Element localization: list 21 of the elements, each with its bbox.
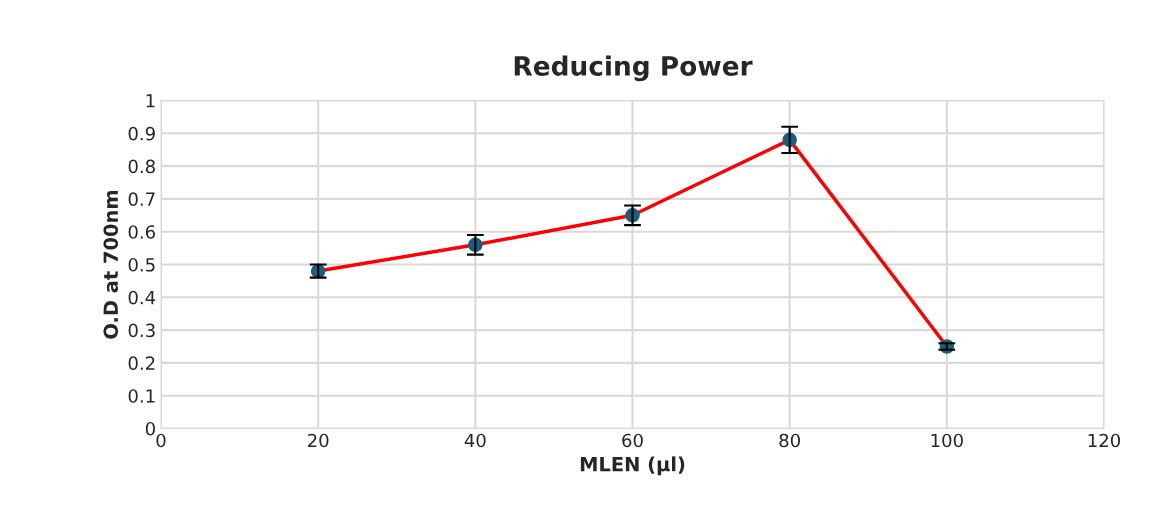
chart-title: Reducing Power (514, 55, 753, 82)
y-tick-label: 0.6 (128, 225, 155, 239)
y-tick-label: 0.3 (128, 323, 155, 338)
x-tick-label: 60 (622, 433, 643, 448)
y-tick-label: 1 (146, 94, 155, 108)
y-tick-label: 0.1 (128, 389, 155, 403)
x-tick-label: 0 (156, 433, 166, 448)
x-tick-label: 120 (1088, 433, 1121, 448)
y-tick-label: 0.4 (128, 290, 156, 305)
y-tick-label: 0.7 (128, 192, 155, 207)
x-axis-title: MLEN (µl) (580, 456, 685, 476)
y-tick-label: 0.8 (128, 159, 155, 174)
y-tick-label: 0.5 (128, 257, 155, 272)
y-tick-label: 0.2 (128, 356, 155, 371)
x-tick-label: 20 (308, 433, 329, 448)
y-tick-label: 0.9 (128, 126, 155, 141)
x-tick-label: 80 (779, 433, 800, 448)
y-axis-title: O.D at 700nm (103, 190, 119, 339)
x-tick-label: 100 (931, 433, 963, 448)
y-tick-label: 0 (145, 421, 155, 436)
x-tick-label: 40 (464, 433, 486, 448)
